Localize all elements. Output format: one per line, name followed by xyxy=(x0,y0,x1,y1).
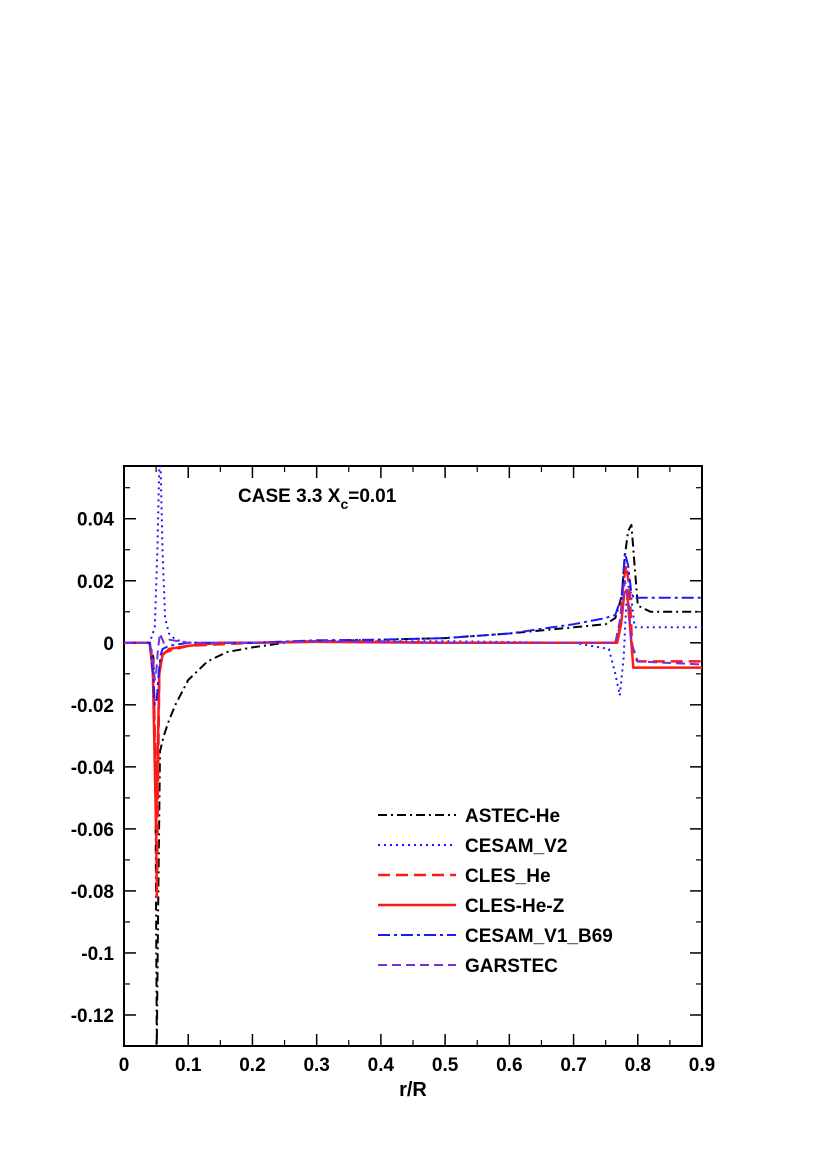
y-tick-label: -0.1 xyxy=(81,944,114,965)
series-line-astec-he xyxy=(124,523,702,1046)
x-tick-label: 0.1 xyxy=(175,1055,202,1076)
legend-label: CESAM_V1_B69 xyxy=(465,926,613,947)
x-tick-label: 0.3 xyxy=(303,1055,329,1076)
x-tick-label: 0.9 xyxy=(689,1055,715,1076)
series-line-cles-he-z xyxy=(124,588,702,831)
legend-label: CLES_He xyxy=(465,866,551,887)
axis-ticks: 0 0.1 0.2 0.3 0.4 0.5 0.6 0.7 0.8 0.9 0.04 0.02 0 -0.… xyxy=(71,466,715,1076)
x-tick-label: 0.8 xyxy=(625,1055,651,1076)
y-tick-label: -0.08 xyxy=(71,882,114,903)
y-tick-label: -0.04 xyxy=(71,758,115,779)
series-line-cesam-v1-b69 xyxy=(124,551,702,706)
series-line-cesam-v2 xyxy=(124,466,702,697)
x-axis-title: r/R xyxy=(399,1079,427,1101)
y-tick-label: -0.02 xyxy=(71,696,114,717)
x-tick-label: 0 xyxy=(119,1055,130,1076)
case-annotation: CASE 3.3 Xc=0.01 xyxy=(238,486,397,512)
y-tick-label: 0.02 xyxy=(77,572,114,593)
y-tick-label: 0.04 xyxy=(77,510,114,531)
y-tick-label: 0 xyxy=(103,634,114,655)
y-tick-label: -0.06 xyxy=(71,820,114,841)
x-tick-label: 0.2 xyxy=(239,1055,265,1076)
x-tick-label: 0.4 xyxy=(368,1055,395,1076)
y-tick-label: -0.12 xyxy=(71,1006,114,1027)
legend-label: GARSTEC xyxy=(465,956,558,977)
legend-label: ASTEC-He xyxy=(465,806,560,827)
x-tick-label: 0.5 xyxy=(432,1055,459,1076)
series-line-garstec xyxy=(124,579,702,681)
x-tick-label: 0.7 xyxy=(560,1055,586,1076)
plot-frame xyxy=(123,465,703,1047)
x-tick-label: 0.6 xyxy=(496,1055,522,1076)
legend-label: CLES-He-Z xyxy=(465,896,565,917)
series-layer xyxy=(124,466,702,1046)
legend-label: CESAM_V2 xyxy=(465,836,567,857)
legend: ASTEC-He CESAM_V2 CLES_He CLES-He-Z CESAM_V1… xyxy=(378,806,613,977)
